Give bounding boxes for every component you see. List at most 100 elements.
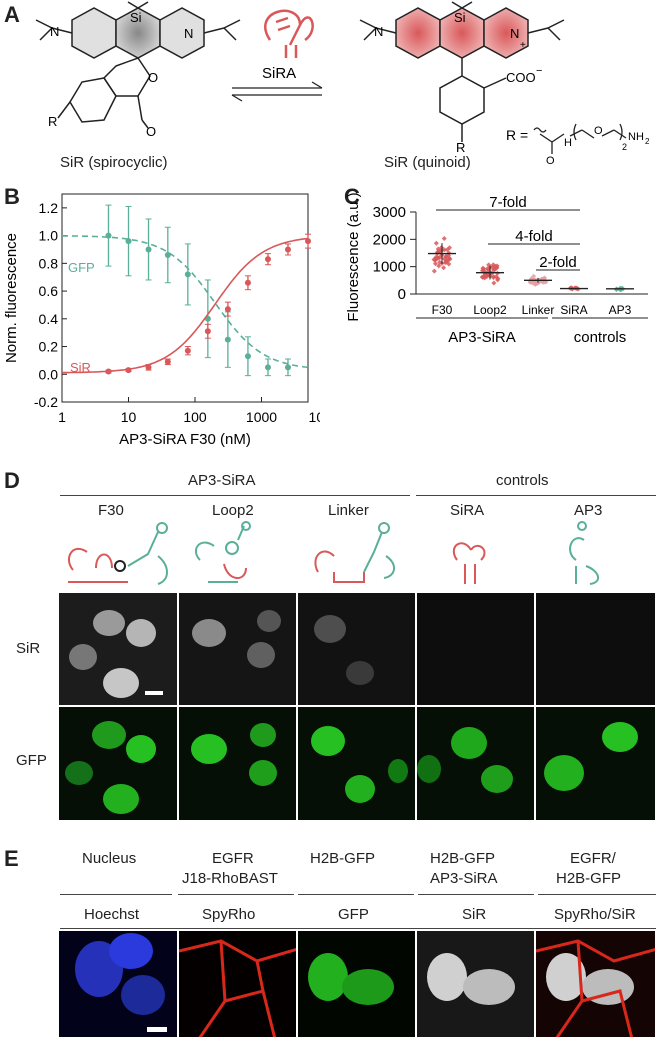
r-definition: R =: [506, 127, 528, 143]
e-line-2: [178, 894, 294, 895]
n-right-1: N: [374, 24, 383, 39]
e-header-egfr-h2b-l2: H2B-GFP: [556, 870, 622, 887]
e-header-nucleus: Nucleus: [82, 850, 137, 867]
panel-label-b: B: [4, 184, 20, 209]
b-point-gfp: [125, 238, 132, 245]
b-xtick-label: 10: [121, 409, 137, 425]
c-point: [531, 273, 537, 279]
b-point-gfp: [224, 336, 231, 343]
r-h: H: [564, 137, 572, 149]
d-tile-gfp-loop2: [178, 706, 297, 821]
e-tile-hoechst: [58, 930, 178, 1038]
sir-spirocyclic-structure: [35, 1, 241, 129]
e-line-1: [60, 894, 172, 895]
c-ytick-label: 1000: [373, 259, 406, 276]
c-point: [490, 275, 496, 281]
c-point: [437, 259, 443, 265]
d-rna-schematics: [68, 521, 600, 585]
b-xtick-label: 10000: [309, 409, 320, 425]
e-channel-spyrho: SpyRho: [202, 906, 256, 923]
chart-b-xaxis: 1 10 100 1000 10000: [58, 397, 320, 425]
d-tile-gfp-linker: [297, 706, 416, 821]
c-point: [541, 279, 547, 285]
chart-b-yaxis: -0.2 0.0 0.2 0.4 0.6 0.8 1.0 1.2: [34, 200, 67, 410]
legend-gfp: GFP: [68, 260, 95, 275]
group-ap3-sira: AP3-SiRA: [448, 329, 516, 346]
c-point: [431, 268, 437, 274]
fold-4: 4-fold: [515, 228, 553, 245]
d-col-f30: F30: [98, 502, 124, 519]
b-ytick-label: 0.2: [39, 339, 59, 355]
b-ytick-label: 1.2: [39, 200, 59, 216]
caption-quinoid: SiR (quinoid): [384, 154, 471, 171]
c-point: [441, 247, 447, 253]
e-tile-merge: [535, 930, 656, 1038]
r-peg-sub: 2: [622, 142, 627, 152]
c-category-label: F30: [432, 303, 453, 317]
d-col-sira: SiRA: [450, 502, 485, 519]
c-category-label: SiRA: [560, 303, 587, 317]
b-point-gfp: [284, 364, 291, 371]
legend-sir: SiR: [70, 360, 91, 375]
chart-c-ylabel: Fluorescence (a.u.): [345, 192, 362, 321]
b-point-gfp: [164, 252, 171, 259]
e-header-h2b-gfp-2-l2: AP3-SiRA: [430, 870, 498, 887]
sira-schematic-icon: [452, 542, 486, 584]
chart-c-yaxis: 0 1000 2000 3000: [373, 204, 416, 303]
panel-label-a: A: [4, 2, 20, 27]
c-point: [490, 262, 496, 268]
c-category-label: Loop2: [473, 303, 507, 317]
b-point-sir: [264, 256, 271, 263]
fold-7: 7-fold: [489, 194, 527, 211]
c-point: [433, 240, 439, 246]
c-point: [443, 259, 449, 265]
n-left-2: N: [184, 26, 193, 41]
c-point: [445, 253, 451, 259]
e-header-egfr-l2: J18-RhoBAST: [182, 870, 278, 887]
e-line-5: [538, 894, 656, 895]
d-tile-gfp-f30: [58, 706, 178, 821]
chart-b-xlabel: AP3-SiRA F30 (nM): [119, 431, 251, 448]
b-point-gfp: [244, 353, 251, 360]
e-tile-sir: [416, 930, 535, 1038]
c-ytick-label: 3000: [373, 204, 406, 221]
caption-spirocyclic: SiR (spirocyclic): [60, 154, 168, 171]
linker-schematic-icon: [314, 522, 395, 583]
b-point-sir: [204, 328, 211, 335]
b-ytick-label: 0.4: [39, 311, 59, 327]
c-point: [494, 264, 500, 270]
loop2-schematic-icon: [195, 521, 251, 583]
d-col-linker: Linker: [328, 502, 369, 519]
b-point-sir: [125, 367, 132, 374]
f30-schematic-icon: [68, 522, 168, 585]
chart-c-points: [428, 236, 634, 293]
c-point: [480, 265, 486, 271]
b-ytick-label: 1.0: [39, 228, 59, 244]
panel-a-chemistry: N N Si O O R SiRA N N + Si COO − R R =: [35, 1, 650, 167]
c-point: [491, 280, 497, 286]
chart-b-ylabel: Norm. fluorescence: [3, 233, 20, 363]
n-right-2: N: [510, 26, 519, 41]
panel-label-e: E: [4, 846, 19, 871]
c-point: [437, 254, 443, 260]
chart-b-series: [61, 204, 311, 377]
chart-c-fluorescence: 0 1000 2000 3000 F30 Loop2 Linker SiRA AP3 Fluo…: [345, 192, 648, 346]
e-header-h2b-gfp: H2B-GFP: [310, 850, 376, 867]
r-left: R: [48, 114, 57, 129]
chart-b-frame: [61, 193, 309, 403]
d-tile-gfp-ap3: [535, 706, 656, 821]
fold-2: 2-fold: [539, 254, 577, 271]
si-right: Si: [454, 10, 466, 25]
d-group-controls: controls: [496, 472, 549, 489]
e-header-egfr-l1: EGFR: [212, 850, 254, 867]
b-ytick-label: 0.8: [39, 255, 59, 271]
c-point: [432, 261, 438, 267]
e-header-h2b-gfp-2-l1: H2B-GFP: [430, 850, 496, 867]
scale-bar: [145, 691, 163, 695]
b-point-sir: [224, 306, 231, 313]
e-tile-gfp: [297, 930, 416, 1038]
chart-c-categories: F30 Loop2 Linker SiRA AP3: [432, 303, 632, 317]
d-group-line-right: [416, 495, 656, 496]
e-line-4: [418, 894, 534, 895]
b-point-gfp: [264, 364, 271, 371]
